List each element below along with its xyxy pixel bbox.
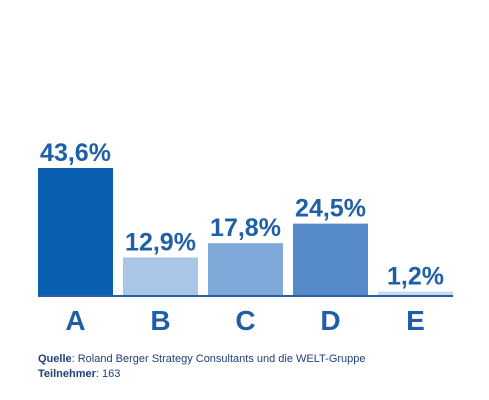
- bar-chart: 43,6% A 12,9% B 17,8% C 24,5% D 1,2% E: [38, 139, 453, 336]
- value-label-b: 12,9%: [125, 228, 196, 256]
- bar-e: [378, 291, 453, 295]
- participants-key: Teilnehmer: [38, 368, 96, 380]
- category-label-b: B: [150, 305, 170, 336]
- category-label-d: D: [320, 305, 340, 336]
- bar-d: [293, 223, 368, 295]
- bar-a: [38, 168, 113, 295]
- value-label-a: 43,6%: [40, 139, 111, 167]
- value-label-e: 1,2%: [387, 263, 444, 291]
- category-label-e: E: [406, 305, 425, 336]
- bar-b: [123, 257, 198, 295]
- category-label-c: C: [235, 305, 255, 336]
- bar-c: [208, 243, 283, 295]
- source-key: Quelle: [38, 353, 72, 365]
- value-label-c: 17,8%: [210, 214, 281, 242]
- source-text: : Roland Berger Strategy Consultants und…: [71, 353, 366, 365]
- participants-text: : 163: [95, 368, 121, 380]
- chart-footer: Quelle: Roland Berger Strategy Consultan…: [38, 352, 366, 382]
- participants-line: Teilnehmer: 163: [38, 367, 366, 382]
- value-label-d: 24,5%: [295, 195, 366, 223]
- source-line: Quelle: Roland Berger Strategy Consultan…: [38, 352, 366, 367]
- category-label-a: A: [65, 305, 85, 336]
